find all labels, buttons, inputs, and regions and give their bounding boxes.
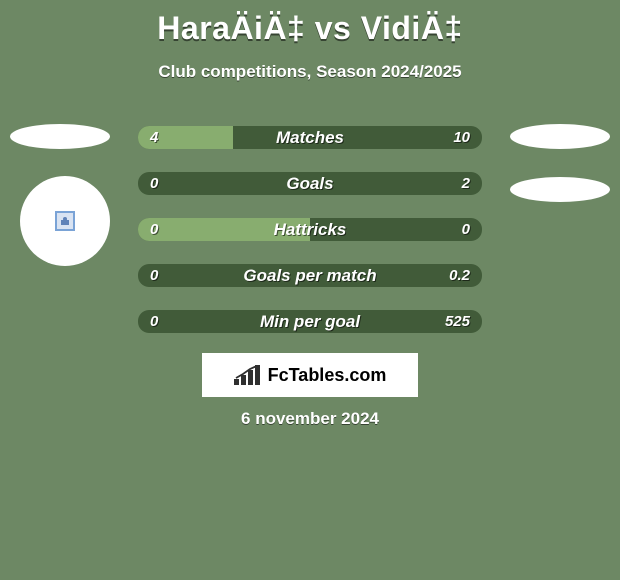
stat-label: Matches bbox=[138, 126, 482, 149]
club-badge-left bbox=[20, 176, 110, 266]
brand-badge: FcTables.com bbox=[202, 353, 418, 397]
stat-row-gpm: Goals per match0 0.2 bbox=[138, 264, 482, 287]
stat-value-left: 4 bbox=[150, 126, 158, 149]
badge-placeholder-icon bbox=[55, 211, 75, 231]
stat-value-right: 0.2 bbox=[449, 264, 470, 287]
generated-date: 6 november 2024 bbox=[0, 409, 620, 429]
stat-value-left: 0 bbox=[150, 310, 158, 333]
stat-value-right: 10 bbox=[453, 126, 470, 149]
comparison-card: HaraÄiÄ‡ vs VidiÄ‡ Club competitions, Se… bbox=[0, 0, 620, 580]
player-right-slot bbox=[510, 124, 610, 149]
stat-row-mpg: Min per goal0 525 bbox=[138, 310, 482, 333]
stat-value-right: 2 bbox=[462, 172, 470, 195]
stat-row-hattricks: Hattricks0 0 bbox=[138, 218, 482, 241]
stat-label: Hattricks bbox=[138, 218, 482, 241]
stat-value-left: 0 bbox=[150, 218, 158, 241]
stat-value-left: 0 bbox=[150, 264, 158, 287]
stat-value-right: 0 bbox=[462, 218, 470, 241]
stat-label: Min per goal bbox=[138, 310, 482, 333]
stat-row-matches: Matches4 10 bbox=[138, 126, 482, 149]
player-left-slot bbox=[10, 124, 110, 149]
page-title: HaraÄiÄ‡ vs VidiÄ‡ bbox=[0, 10, 620, 47]
player-right-slot-2 bbox=[510, 177, 610, 202]
stat-label: Goals bbox=[138, 172, 482, 195]
stat-value-right: 525 bbox=[445, 310, 470, 333]
bars-icon bbox=[234, 365, 262, 385]
season-subtitle: Club competitions, Season 2024/2025 bbox=[0, 62, 620, 82]
stat-value-left: 0 bbox=[150, 172, 158, 195]
stat-label: Goals per match bbox=[138, 264, 482, 287]
stat-row-goals: Goals0 2 bbox=[138, 172, 482, 195]
brand-text: FcTables.com bbox=[268, 365, 387, 386]
